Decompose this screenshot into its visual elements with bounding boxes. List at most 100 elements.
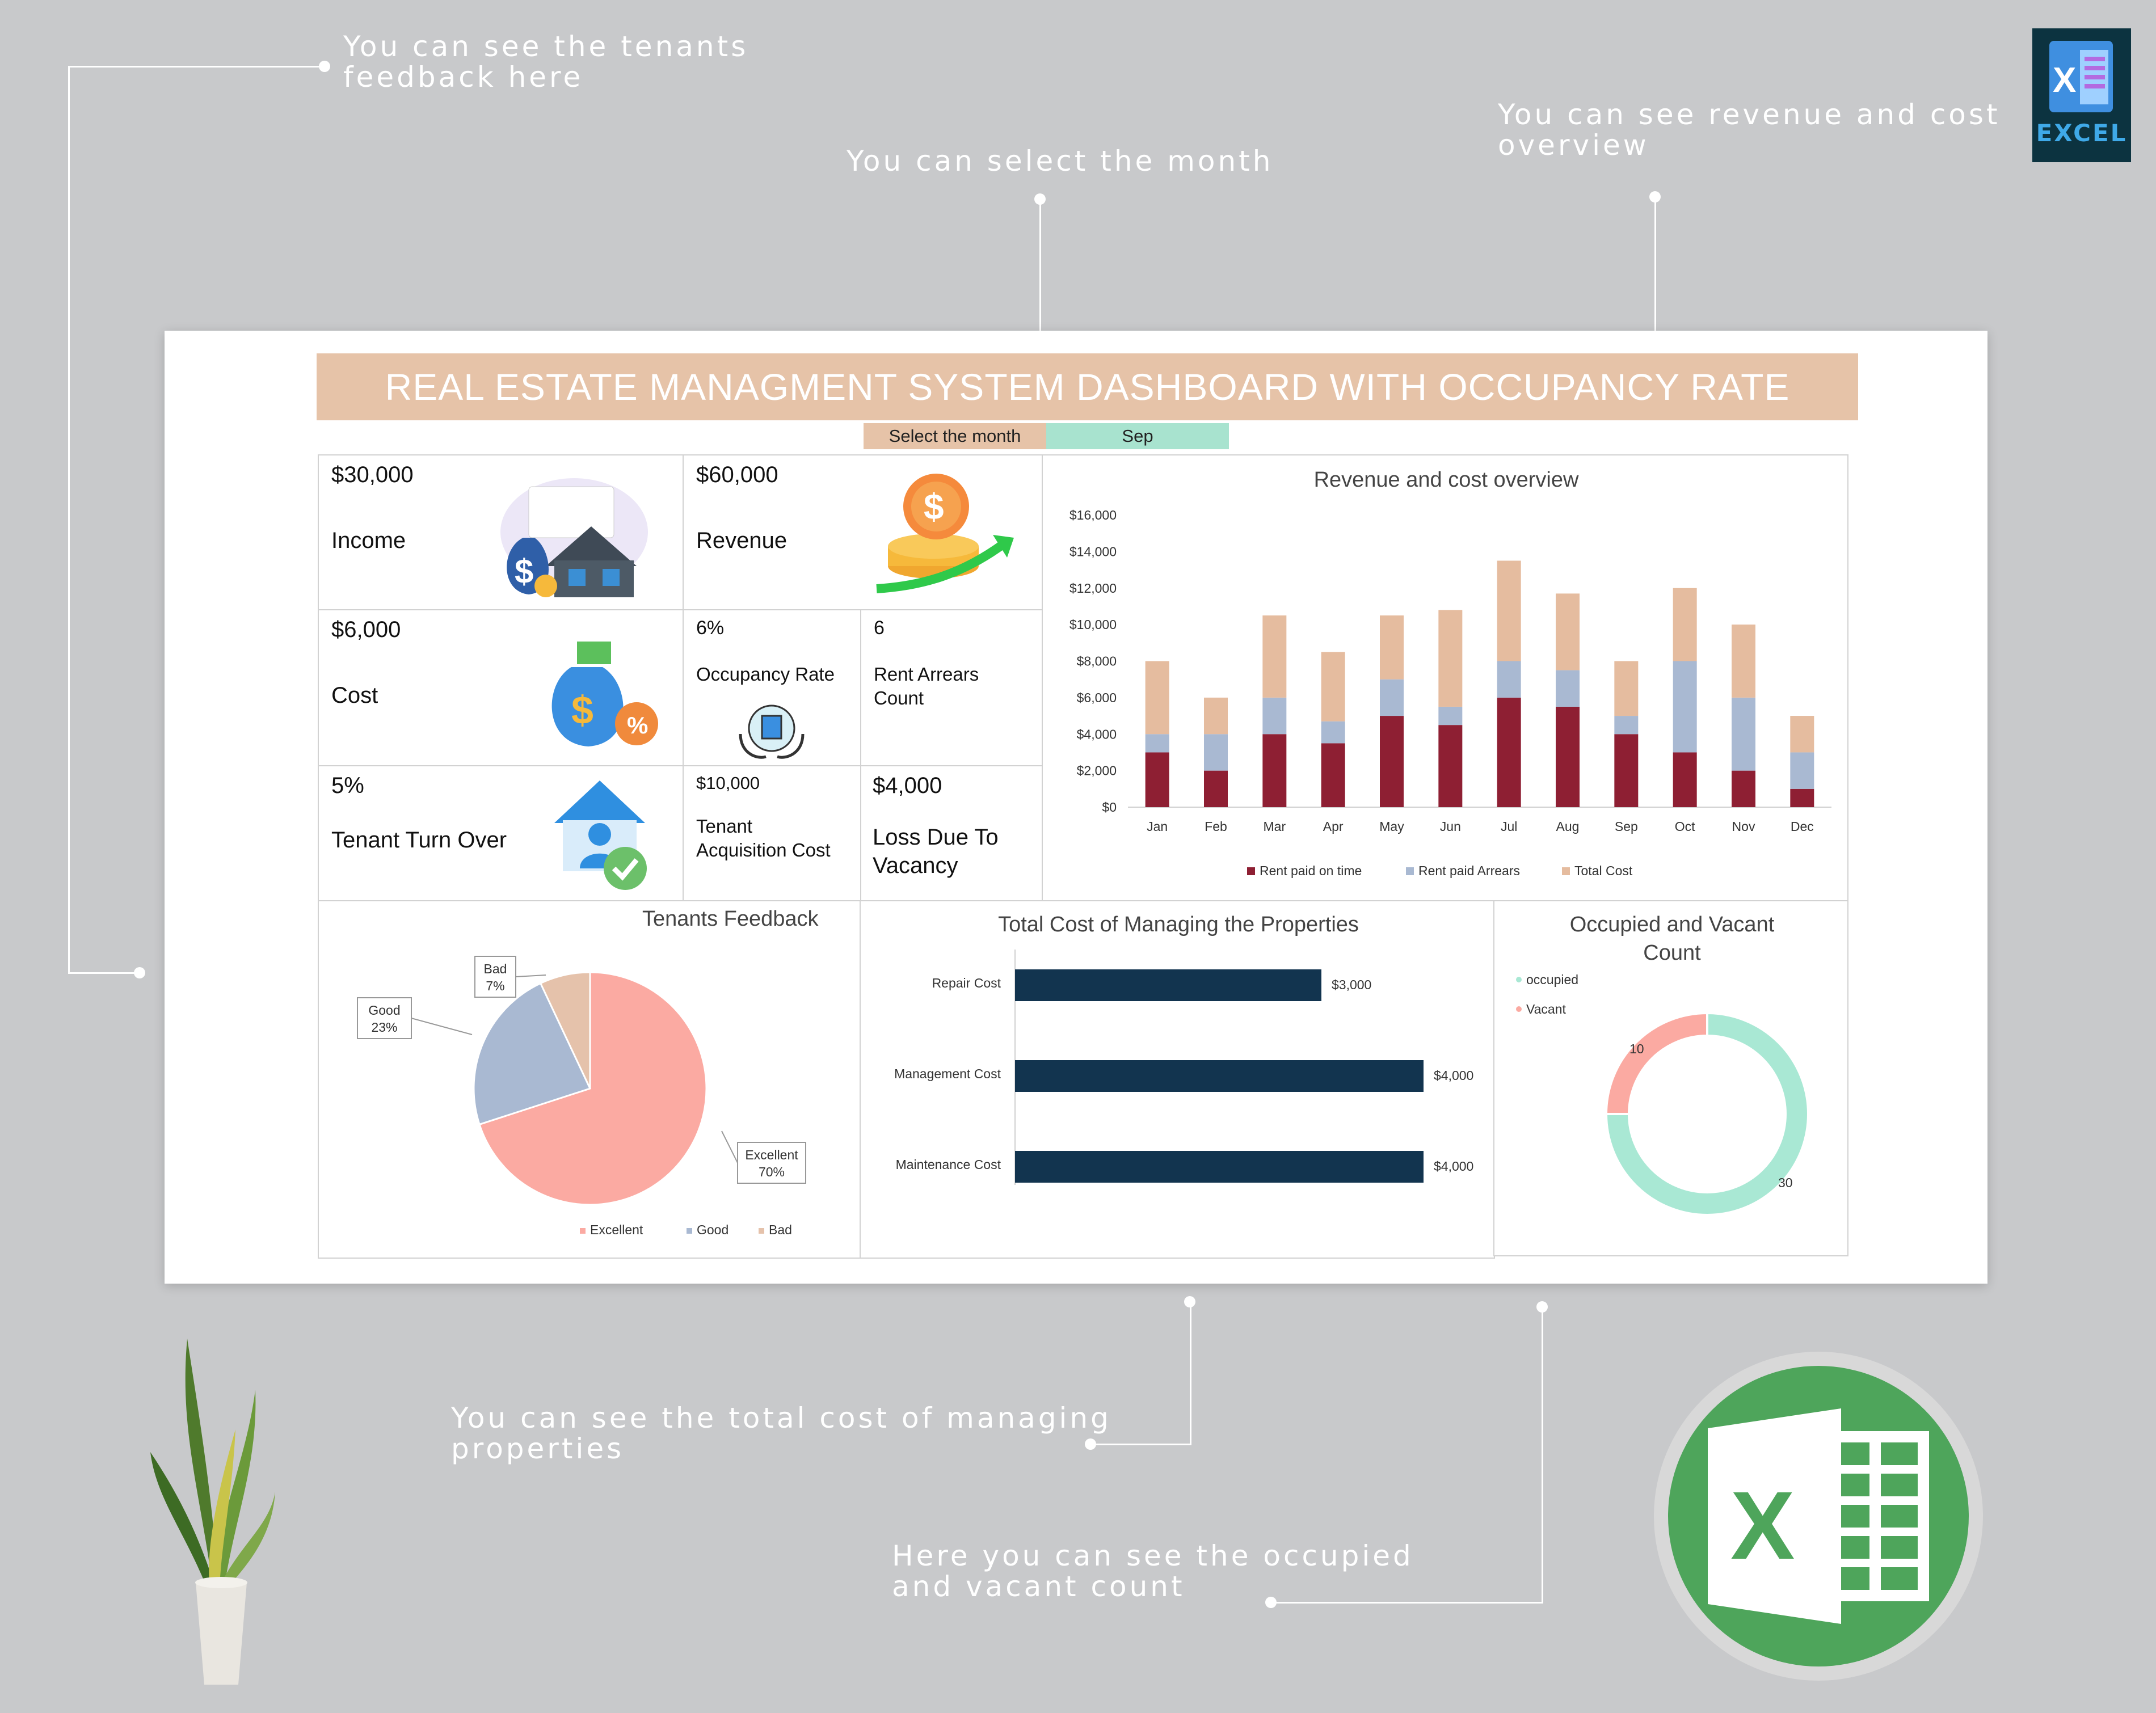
connector-occupied-h: [1271, 1602, 1543, 1604]
legend-label: Rent paid on time: [1260, 863, 1362, 878]
x-tick-label: Sep: [1615, 819, 1638, 834]
legend-label: Rent paid Arrears: [1418, 863, 1520, 878]
kpi-turnover-card: 5% Tenant Turn Over: [318, 765, 684, 901]
kpi-cost-label: Cost: [331, 683, 378, 708]
x-tick-label: Nov: [1732, 819, 1755, 834]
svg-text:$: $: [571, 688, 593, 732]
pie-label-name: Excellent: [745, 1147, 798, 1162]
x-tick-label: May: [1379, 819, 1404, 834]
excel-badge-icon: X: [2049, 41, 2113, 112]
pie-label-pct: 7%: [486, 978, 504, 993]
x-tick-label: Feb: [1205, 819, 1227, 834]
hbar-management-cost: [1015, 1060, 1424, 1092]
bar-may-s2: [1380, 615, 1404, 680]
plant-decoration: [150, 1339, 275, 1685]
legend-swatch: [1516, 977, 1522, 982]
donut-value-occupied: 30: [1778, 1175, 1793, 1190]
y-tick-label: $8,000: [1077, 654, 1117, 669]
kpi-arrears-label: Rent Arrears Count: [874, 664, 979, 708]
x-tick-label: Jun: [1440, 819, 1461, 834]
hbar-category-label: Management Cost: [894, 1066, 1001, 1081]
bar-nov-s2: [1732, 625, 1755, 698]
annotation-feedback: You can see the tenants feedback here: [343, 30, 749, 94]
total-cost-bar-chart: Repair Cost $3,000 Management Cost $4,000 Ma…: [894, 950, 1473, 1185]
svg-text:$: $: [924, 486, 944, 527]
legend-label: Bad: [769, 1222, 792, 1237]
bar-nov-s1: [1732, 697, 1755, 771]
x-tick-label: Dec: [1791, 819, 1814, 834]
legend-swatch: [1247, 867, 1255, 875]
kpi-vacancy-loss-card: $4,000 Loss Due To Vacancy: [860, 765, 1043, 901]
kpi-turnover-value: 5%: [331, 773, 364, 798]
svg-text:X: X: [1730, 1472, 1795, 1580]
donut-value-vacant: 10: [1629, 1041, 1644, 1056]
hbar-maintenance-cost: [1015, 1151, 1424, 1183]
y-tick-label: $16,000: [1069, 508, 1117, 522]
bar-jan-s1: [1145, 734, 1169, 753]
kpi-vacancy-loss-label: Loss Due To Vacancy: [873, 825, 999, 878]
month-selector-dropdown[interactable]: Sep: [1046, 423, 1229, 449]
total-cost-chart-card: Total Cost of Managing the Properties Re…: [860, 900, 1495, 1259]
bar-jul-s1: [1497, 661, 1521, 698]
pie-label-box: [737, 1142, 806, 1184]
legend-swatch: [580, 1228, 586, 1234]
pie-leader-line: [411, 1018, 473, 1035]
dashboard-title: REAL ESTATE MANAGMENT SYSTEM DASHBOARD W…: [317, 353, 1858, 420]
bar-may-s0: [1380, 716, 1404, 807]
pie-slice-good: [473, 982, 592, 1126]
bar-sep-s0: [1614, 734, 1639, 807]
connector-occupied-dot2: [1265, 1597, 1277, 1608]
donut-slice-vacant: [1605, 1011, 1708, 1115]
kpi-occupancy-value: 6%: [696, 617, 725, 639]
connector-feedback-dot: [319, 61, 330, 72]
connector-feedback-h: [68, 66, 325, 67]
pie-label-name: Bad: [484, 961, 507, 976]
excel-badge: X EXCEL: [2032, 28, 2131, 162]
bar-feb-s1: [1204, 734, 1228, 771]
bar-feb-s0: [1204, 770, 1228, 807]
bar-apr-s2: [1321, 652, 1345, 722]
bar-mar-s2: [1262, 615, 1287, 698]
kpi-revenue-value: $60,000: [696, 462, 778, 487]
pie-slice-excellent: [478, 971, 708, 1206]
donut-slice-occupied: [1605, 1011, 1809, 1216]
x-tick-label: Jul: [1501, 819, 1517, 834]
pie-leader-line: [721, 1130, 738, 1163]
connector-feedback-h2: [68, 972, 139, 974]
kpi-turnover-label: Tenant Turn Over: [331, 828, 507, 853]
occupied-vacant-donut: occupied Vacant 30 10: [1516, 972, 1809, 1216]
home-user-check-icon: [554, 780, 647, 890]
connector-feedback-dot2: [134, 967, 145, 978]
bar-mar-s0: [1262, 734, 1287, 807]
svg-text:%: %: [627, 712, 648, 739]
excel-badge-label: EXCEL: [2036, 119, 2128, 147]
connector-month-v: [1039, 199, 1041, 334]
money-bag-percent-icon: $ %: [551, 642, 658, 746]
bar-jan-s0: [1145, 752, 1169, 807]
tenants-feedback-card: Tenants Feedback Excellent 70% Good 23% Bad 7…: [318, 900, 861, 1259]
hbar-value-label: $3,000: [1332, 977, 1371, 992]
revenue-chart-title: Revenue and cost overview: [1313, 468, 1579, 492]
hbar-value-label: $4,000: [1434, 1159, 1473, 1174]
hbar-repair-cost: [1015, 969, 1321, 1001]
bar-jul-s0: [1497, 697, 1521, 807]
hbar-value-label: $4,000: [1434, 1068, 1473, 1083]
y-tick-label: $10,000: [1069, 617, 1117, 632]
pie-label-box: [357, 997, 412, 1039]
connector-feedback-v: [68, 66, 70, 973]
bar-jun-s2: [1438, 610, 1463, 707]
legend-swatch: [759, 1228, 764, 1234]
revenue-cost-chart: $0 $2,000 $4,000 $6,000 $8,000 $10,000 $12,000…: [1069, 508, 1831, 878]
bar-may-s1: [1380, 679, 1404, 716]
dashboard-sheet: REAL ESTATE MANAGMENT SYSTEM DASHBOARD W…: [165, 331, 1987, 1284]
x-tick-label: Apr: [1323, 819, 1344, 834]
pie-label-name: Good: [368, 1003, 400, 1018]
y-tick-label: $4,000: [1077, 727, 1117, 741]
occupied-vacant-card: Occupied and Vacant Count occupied Vacant…: [1493, 900, 1848, 1256]
bar-oct-s1: [1673, 661, 1697, 753]
kpi-occupancy-label: Occupancy Rate: [696, 664, 835, 685]
bar-jul-s2: [1497, 560, 1521, 661]
feedback-chart-title: Tenants Feedback: [642, 907, 819, 931]
connector-revenue-v: [1654, 196, 1656, 334]
bar-jan-s2: [1145, 661, 1169, 735]
